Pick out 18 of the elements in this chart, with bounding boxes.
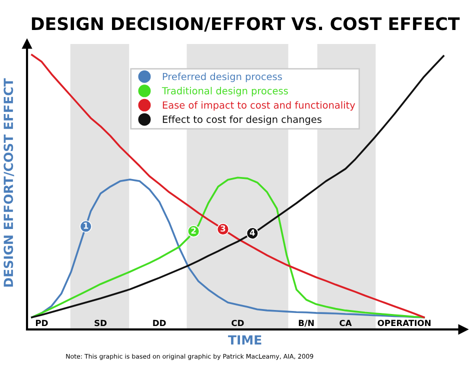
x-tick-label: SD — [94, 320, 107, 326]
x-tick-label: B/N — [298, 320, 314, 327]
y-axis-title: DESIGN EFFORT/COST EFFECT — [4, 78, 14, 287]
chart-title: DESIGN DECISION/EFFORT VS. COST EFFECT — [32, 17, 460, 32]
annotation: 2 — [191, 227, 196, 234]
x-tick-label: DD — [153, 320, 166, 326]
annotation: 3 — [220, 225, 226, 232]
annotation: 4 — [250, 230, 255, 236]
x-tick-label: PD — [36, 320, 48, 326]
legend-label: Preferred design process — [162, 72, 282, 82]
annotation: 1 — [84, 222, 88, 229]
x-tick-label: OPERATION — [378, 320, 431, 326]
x-axis-title: TIME — [228, 335, 262, 344]
x-tick-label: CD — [232, 320, 244, 326]
legend-label: Effect to cost for design changes — [162, 115, 322, 125]
legend-label: Ease of impact to cost and functionality — [162, 101, 356, 111]
legend-label: Traditional design process — [162, 86, 288, 96]
x-tick-label: CA — [340, 320, 352, 326]
